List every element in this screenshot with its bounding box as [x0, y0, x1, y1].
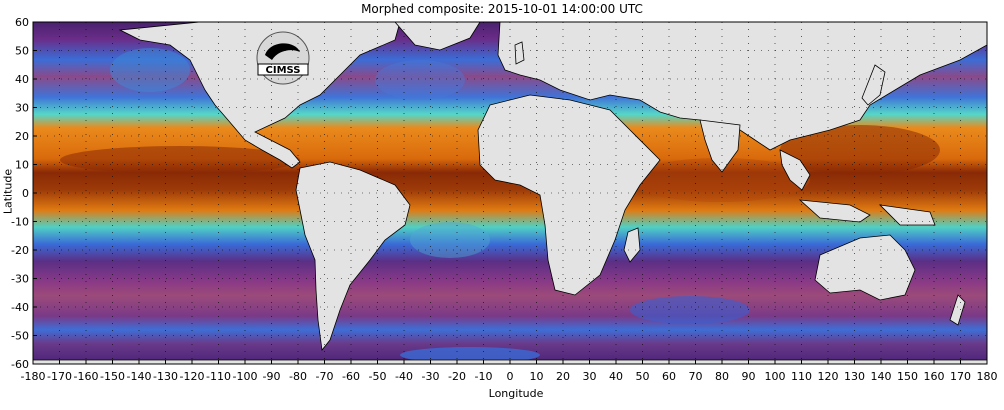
x-tick-label: -170 — [47, 370, 72, 383]
x-tick-label: -140 — [127, 370, 152, 383]
y-tick-label: 10 — [15, 159, 29, 172]
x-tick-label: 170 — [950, 370, 971, 383]
x-tick-label: -30 — [422, 370, 440, 383]
x-tick-label: 160 — [924, 370, 945, 383]
map-title: Morphed composite: 2015-10-01 14:00:00 U… — [361, 2, 643, 16]
x-tick-label: -10 — [475, 370, 493, 383]
x-tick-label: 20 — [556, 370, 570, 383]
x-tick-label: 80 — [715, 370, 729, 383]
x-tick-label: -70 — [316, 370, 334, 383]
y-tick-label: -20 — [11, 244, 29, 257]
x-tick-label: -150 — [100, 370, 125, 383]
x-tick-label: 180 — [977, 370, 998, 383]
x-tick-label: -90 — [263, 370, 281, 383]
x-tick-label: -100 — [233, 370, 258, 383]
x-tick-label: 110 — [791, 370, 812, 383]
y-tick-label: 60 — [15, 16, 29, 29]
x-tick-label: 120 — [818, 370, 839, 383]
x-tick-label: 130 — [844, 370, 865, 383]
x-tick-label: -20 — [448, 370, 466, 383]
x-tick-label: 70 — [689, 370, 703, 383]
logo-text: CIMSS — [266, 65, 301, 76]
y-tick-label: 30 — [15, 102, 29, 115]
x-axis-ticks: -180 -170 -160 -150 -140 -130 -120 -110 -100 -90-… — [21, 360, 998, 383]
y-tick-label: -50 — [11, 330, 29, 343]
x-axis-label: Longitude — [488, 387, 544, 400]
y-tick-label: -10 — [11, 216, 29, 229]
y-tick-label: 40 — [15, 73, 29, 86]
x-tick-label: 140 — [871, 370, 892, 383]
x-tick-label: -40 — [395, 370, 413, 383]
x-tick-label: -120 — [180, 370, 205, 383]
graticule — [33, 22, 987, 364]
x-tick-label: -180 — [21, 370, 46, 383]
x-tick-label: -60 — [342, 370, 360, 383]
x-tick-label: 0 — [507, 370, 514, 383]
y-tick-label: 0 — [22, 187, 29, 200]
x-tick-label: 40 — [609, 370, 623, 383]
y-tick-label: -30 — [11, 273, 29, 286]
x-tick-label: 60 — [662, 370, 676, 383]
x-tick-label: 150 — [897, 370, 918, 383]
continents — [32, 21, 988, 365]
x-tick-label: -80 — [289, 370, 307, 383]
y-tick-label: 20 — [15, 130, 29, 143]
x-tick-label: 10 — [530, 370, 544, 383]
x-tick-label: -130 — [153, 370, 178, 383]
x-tick-label: 100 — [765, 370, 786, 383]
y-tick-label: 50 — [15, 45, 29, 58]
y-axis-ticks: 60 50 40 30 20 10 0 -10 -20 -30 -40 -50 -60 — [11, 16, 37, 371]
x-tick-label: 90 — [742, 370, 756, 383]
x-tick-label: -50 — [369, 370, 387, 383]
y-tick-label: -60 — [11, 358, 29, 371]
y-tick-label: -40 — [11, 301, 29, 314]
cimss-logo: CIMSS — [256, 31, 310, 85]
x-tick-label: -110 — [206, 370, 231, 383]
x-tick-label: 50 — [636, 370, 650, 383]
x-tick-label: 30 — [583, 370, 597, 383]
x-tick-label: -160 — [74, 370, 99, 383]
